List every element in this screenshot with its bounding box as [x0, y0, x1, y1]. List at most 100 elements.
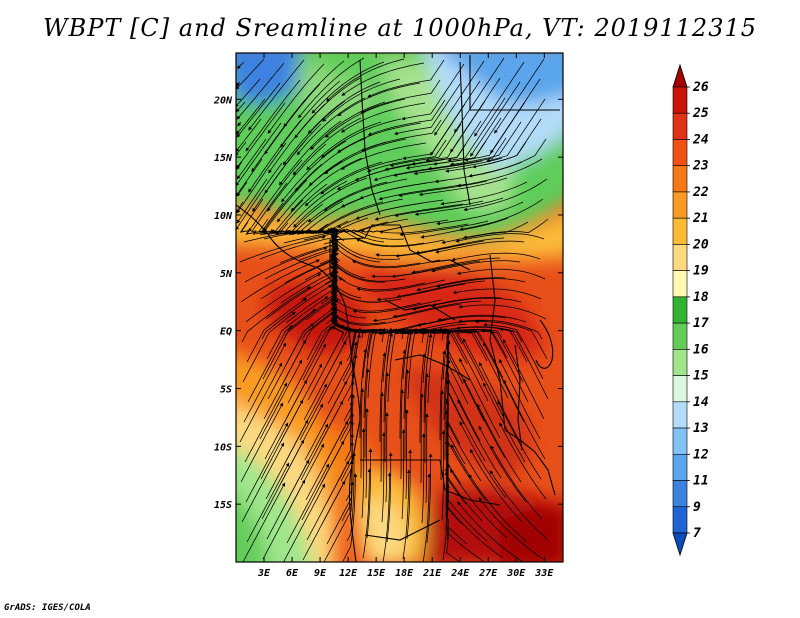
lat-tick-label: 15S [214, 500, 232, 511]
streamline [499, 422, 547, 500]
streamline [441, 329, 489, 402]
lon-tick-label: 30E [506, 568, 526, 579]
streamline [342, 473, 358, 562]
streamline [303, 197, 364, 235]
streamline [307, 81, 381, 134]
streamline [351, 259, 441, 269]
streamline [237, 121, 242, 127]
colorbar-label: 21 [692, 211, 709, 226]
streamline [276, 160, 343, 223]
colorbar-segment [672, 349, 688, 376]
streamline [236, 62, 285, 120]
streamline [412, 297, 502, 311]
colorbar-label: 11 [693, 474, 709, 489]
streamline [296, 200, 344, 235]
streamline [402, 469, 411, 560]
streamline [240, 259, 321, 303]
streamline [398, 180, 488, 197]
streamline [240, 402, 284, 483]
streamline [458, 329, 509, 399]
streamline [330, 246, 386, 283]
streamline [236, 158, 263, 197]
streamline [393, 83, 461, 136]
streamline [380, 392, 384, 483]
streamline [310, 101, 386, 151]
colorbar-label: 15 [693, 369, 709, 384]
streamline [296, 97, 366, 156]
streamline [250, 182, 288, 235]
streamline [264, 83, 321, 155]
streamline [236, 81, 241, 87]
colorbar-label: 18 [693, 290, 709, 305]
streamline [286, 463, 330, 544]
lon-tick-label: 12E [339, 568, 358, 579]
lat-tick-label: 15N [214, 153, 233, 164]
colorbar-segment [672, 165, 688, 193]
streamline [399, 220, 489, 237]
streamline [320, 158, 403, 195]
streamline [436, 278, 526, 288]
streamline [356, 279, 446, 292]
streamline [434, 60, 485, 136]
streamline [378, 183, 468, 201]
streamline [374, 203, 464, 221]
streamline [259, 359, 303, 440]
colorbar-segment [672, 191, 688, 219]
streamline [404, 369, 410, 459]
streamline [393, 160, 483, 177]
streamline [444, 370, 449, 460]
streamline [236, 98, 266, 135]
streamline [279, 363, 323, 444]
streamline [338, 277, 426, 291]
streamline [406, 449, 413, 540]
streamline [323, 178, 408, 211]
streamline [446, 380, 486, 462]
lon-tick-label: 27E [478, 568, 498, 579]
streamline [359, 179, 448, 200]
lon-tick-label: 18E [395, 568, 414, 579]
colorbar-segment [672, 427, 688, 455]
streamline [459, 198, 544, 231]
lon-tick-label: 3E [257, 568, 271, 579]
lat-tick-label: 20N [213, 95, 233, 106]
streamline [307, 181, 388, 223]
streamline [415, 237, 505, 255]
streamline [419, 353, 426, 443]
streamline [436, 201, 524, 226]
streamline [340, 102, 426, 133]
streamline [365, 408, 369, 499]
streamline [378, 223, 469, 234]
streamline [363, 328, 375, 419]
colorbar-segment [672, 322, 688, 350]
streamline [435, 240, 525, 254]
lat-tick-label: 5S [220, 384, 232, 395]
streamline [447, 97, 506, 162]
streamline [244, 382, 288, 463]
streamline [486, 98, 546, 163]
streamline [281, 140, 347, 203]
streamline [404, 409, 409, 500]
streamline [337, 82, 421, 117]
streamline [389, 123, 462, 167]
streamline [360, 388, 365, 478]
streamline [236, 141, 247, 157]
streamline [355, 238, 445, 248]
streamline [236, 82, 281, 138]
streamline [455, 233, 545, 243]
streamline [463, 378, 506, 459]
streamline [341, 433, 355, 522]
streamline [459, 357, 501, 439]
streamline [445, 422, 487, 502]
streamline [360, 79, 441, 114]
streamline [360, 119, 442, 152]
streamline [375, 243, 465, 257]
streamline [340, 142, 427, 170]
streamline [420, 217, 509, 239]
streamline [236, 78, 261, 108]
streamline [332, 276, 402, 303]
streamline [450, 77, 501, 153]
streamline [463, 178, 548, 212]
streamline [399, 349, 407, 439]
streamline [459, 421, 507, 499]
streamline [474, 319, 548, 360]
